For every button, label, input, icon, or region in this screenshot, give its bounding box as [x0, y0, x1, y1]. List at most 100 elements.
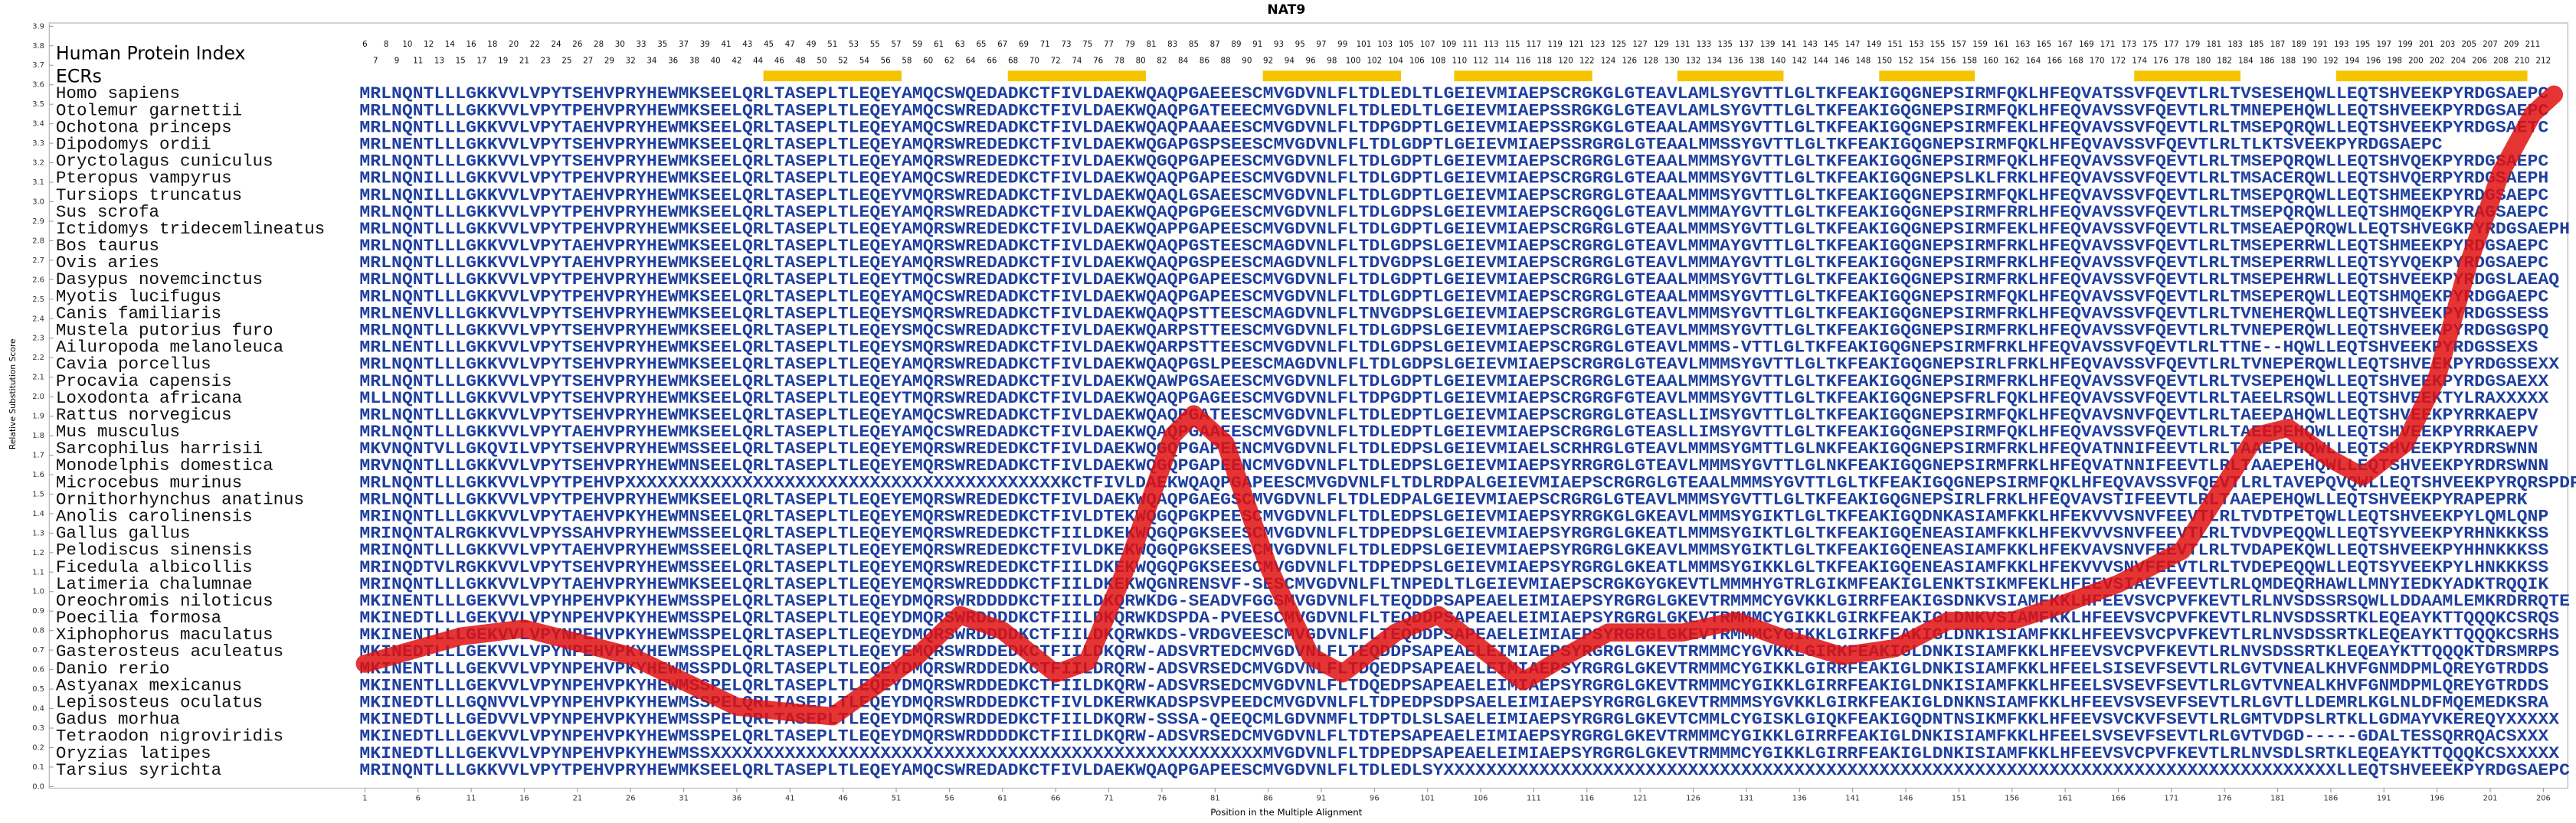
human-index-label: 212: [2536, 56, 2551, 65]
x-tick-label: 6: [416, 794, 421, 802]
x-tick-label: 116: [1579, 794, 1594, 802]
human-index-label: 111: [1462, 40, 1478, 49]
human-index-label: 123: [1590, 40, 1605, 49]
human-index-label: 166: [2047, 56, 2062, 65]
species-name: Ictidomys tridecemlineatus: [56, 219, 325, 239]
human-index-label: 148: [1856, 56, 1871, 65]
human-index-label: 135: [1717, 40, 1733, 49]
species-name: Danio rerio: [56, 658, 170, 678]
sequence: MRLNQNTLLLGKKVVLVPYTPEHVPXXXXXXXXXXXXXXX…: [359, 472, 2576, 492]
y-tick-label: 2.0: [32, 393, 44, 401]
human-index-label: 179: [2185, 40, 2201, 49]
human-index-label: 210: [2515, 56, 2530, 65]
human-index-label: 164: [2026, 56, 2041, 65]
human-index-label: 46: [774, 56, 784, 65]
sequence: MRLNQNTLLLGKKVVLVPYTPEHVPRYHEWMKSEELQRLT…: [359, 489, 2528, 509]
species-name: Oreochromis niloticus: [56, 591, 273, 611]
ecr-bar: [1007, 70, 1147, 82]
human-index-label: 140: [1771, 56, 1786, 65]
species-name: Myotis lucifugus: [56, 286, 221, 306]
human-index-label: 170: [2090, 56, 2105, 65]
human-index-label: 114: [1494, 56, 1510, 65]
species-name: Mus musculus: [56, 422, 180, 442]
human-index-label: 45: [764, 40, 774, 49]
sequence: MRLNQNTLLLGKKVVLVPYTSEHVPRYHEWMKSEELQRLT…: [359, 371, 2548, 391]
human-index-label: 27: [583, 56, 593, 65]
human-index-label: 42: [732, 56, 741, 65]
human-index-label: 206: [2472, 56, 2487, 65]
ecr-bar: [2134, 70, 2240, 82]
human-index-label: 40: [711, 56, 721, 65]
sequence: MRLNQNTLLLGKKVVLVPYTAEHVPRYHEWMKSEELQRLT…: [359, 236, 2548, 256]
human-index-label: 181: [2206, 40, 2221, 49]
human-index-label: 9: [394, 56, 400, 65]
species-name: Oryctolagus cuniculus: [56, 152, 273, 171]
human-index-label: 16: [466, 40, 476, 49]
human-index-label: 153: [1909, 40, 1924, 49]
y-tick-label: 1.4: [32, 510, 44, 518]
x-tick-label: 146: [1899, 794, 1913, 802]
y-tick-label: 2.6: [32, 276, 44, 284]
human-index-label: 194: [2345, 56, 2360, 65]
human-index-label: 143: [1802, 40, 1818, 49]
human-index-label: 177: [2164, 40, 2179, 49]
y-tick-label: 3.0: [32, 198, 44, 206]
human-index-label: 47: [785, 40, 795, 49]
human-index-label: 116: [1516, 56, 1531, 65]
sequence: MRLNQNTLLLGKKVVLVPYTAEHVPRYHEWMKSEELQRLT…: [359, 422, 2538, 442]
sequence: MKINEDTLLLGEKVVLVPYNPEHVPKYHEWMSSXXXXXXX…: [359, 743, 2559, 763]
sequence: MRLNQNTLLLGKKVVLVPYTPEHVPRYHEWMKSEELQRLT…: [359, 219, 2570, 239]
human-index-label: 12: [424, 40, 434, 49]
sequence: MLLNQNTLLLGKKVVLVPYTSEHVPRYHEWMKSEELQRLT…: [359, 388, 2548, 408]
sequence: MKINEDTLLLGEDVVLVPYNPEHVPKYHEWMSSPELQRLT…: [359, 710, 2559, 730]
y-tick-label: 0.5: [32, 685, 44, 694]
species-name: Canis familiaris: [56, 303, 221, 323]
ecr-bar: [1454, 70, 1592, 82]
human-index-label: 35: [657, 40, 667, 49]
human-index-label: 43: [742, 40, 752, 49]
human-index-label: 155: [1930, 40, 1946, 49]
species-name: Gasterosteus aculeatus: [56, 642, 283, 661]
human-index-label: 197: [2376, 40, 2391, 49]
human-index-label: 63: [955, 40, 965, 49]
y-tick-label: 3.1: [32, 178, 44, 187]
human-index-label: 38: [689, 56, 699, 65]
human-index-label: 75: [1082, 40, 1092, 49]
x-tick-label: 51: [892, 794, 902, 802]
y-tick-label: 3.5: [32, 100, 44, 109]
human-index-label: 20: [509, 40, 519, 49]
human-index-label: 112: [1473, 56, 1488, 65]
sequence: MKINENTLLLGEKVVLVPYNPEHVPKYHEWMSSPDLQRLT…: [359, 658, 2548, 678]
human-index-label: 103: [1377, 40, 1393, 49]
x-tick-label: 71: [1104, 794, 1114, 802]
human-index-label: 87: [1210, 40, 1220, 49]
human-index-label: 198: [2387, 56, 2402, 65]
x-tick-label: 186: [2323, 794, 2338, 802]
human-index-label: 183: [2227, 40, 2243, 49]
human-index-label: 49: [807, 40, 817, 49]
y-tick-label: 1.1: [32, 568, 44, 576]
human-index-label: 211: [2525, 40, 2541, 49]
y-tick-label: 1.8: [32, 432, 44, 440]
curve-layer: [355, 85, 2564, 726]
human-index-label: 113: [1484, 40, 1499, 49]
human-index-label: 171: [2100, 40, 2116, 49]
human-index-label: 107: [1420, 40, 1435, 49]
x-tick-label: 16: [519, 794, 529, 802]
y-tick-label: 2.2: [32, 354, 44, 362]
y-tick-label: 0.0: [32, 782, 44, 791]
species-name: Gadus morhua: [56, 710, 180, 730]
x-tick-label: 181: [2270, 794, 2285, 802]
x-tick-label: 176: [2218, 794, 2232, 802]
species-name: Dasypus novemcinctus: [56, 269, 263, 289]
human-index-label: 41: [722, 40, 732, 49]
y-tick-label: 3.2: [32, 159, 44, 168]
y-tick-label: 3.6: [32, 81, 44, 90]
x-tick-label: 1: [362, 794, 367, 802]
human-index-label: 115: [1505, 40, 1520, 49]
sequence: MRINQNTLLLGKKVVLVPYTAEHVPRYHEWMKSEELQRLT…: [359, 574, 2548, 594]
species-name: Latimeria chalumnae: [56, 574, 253, 594]
y-tick-label: 2.4: [32, 315, 44, 323]
